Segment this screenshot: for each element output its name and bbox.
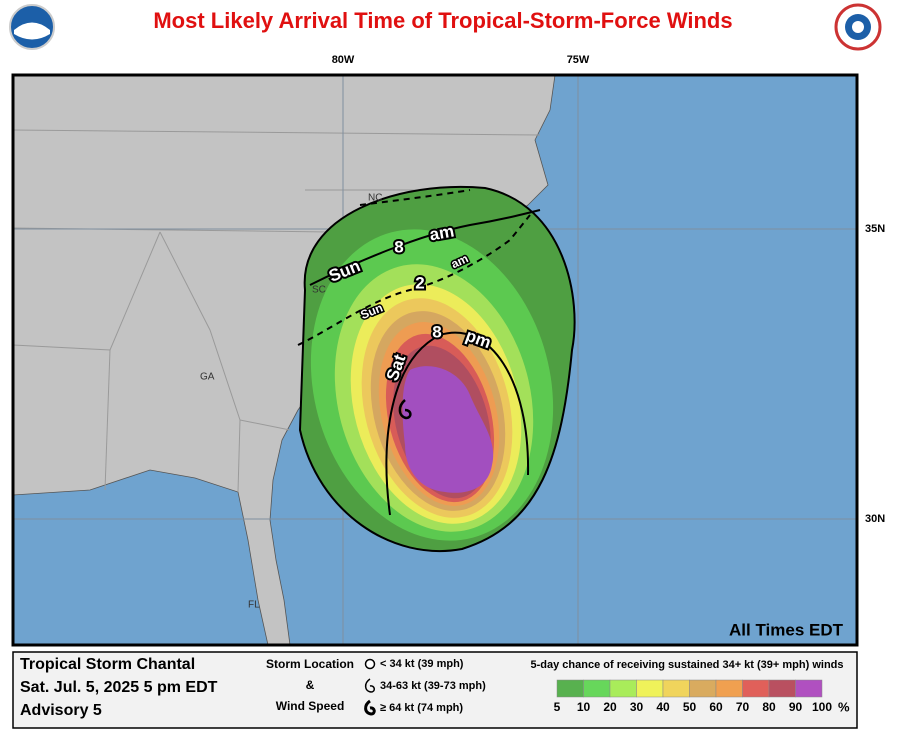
note: All Times EDT [729,620,844,639]
map [11,73,859,647]
time-label: 8 [394,237,403,256]
scale-swatch [556,679,584,698]
state-label: SC [312,285,326,296]
scale-label: 90 [789,700,803,714]
storm-name: Tropical Storm Chantal [20,656,195,673]
scale-swatch [662,679,690,698]
scale-label: 5 [554,700,561,714]
key-icon [364,699,376,716]
key-title: Storm Location [266,657,354,671]
scale-swatch [636,679,664,698]
lon-label: 80W [332,54,355,66]
storm-icon [398,399,412,420]
advisory: Advisory 5 [20,702,102,719]
scale-swatch [583,679,611,698]
lat-label: 35N [865,223,885,235]
scale-swatch [715,679,743,698]
noaa-logo [9,4,55,50]
scale-label: 70 [736,700,750,714]
storm-time: Sat. Jul. 5, 2025 5 pm EDT [20,679,218,696]
state-label: FL [248,600,260,611]
key-item: ≥ 64 kt (74 mph) [380,702,463,714]
scale-label: 10 [577,700,591,714]
lat-label: 30N [865,513,885,525]
key-item: < 34 kt (39 mph) [380,658,464,670]
scale-label: 50 [683,700,697,714]
scale-title: 5-day chance of receiving sustained 34+ … [531,659,844,671]
time-label: am [449,251,471,271]
key-icon [364,658,376,670]
key-title: Wind Speed [276,699,345,713]
scale-label: 40 [656,700,670,714]
time-label: 2 [415,273,424,292]
nws-logo [834,3,882,51]
scale-label: 80 [762,700,776,714]
lon-label: 75W [567,54,590,66]
key-icon [364,678,375,693]
scale-label: 20 [603,700,617,714]
scale-label: 30 [630,700,644,714]
scale-label: 60 [709,700,723,714]
scale-swatch [689,679,717,698]
state-label: NC [368,193,382,204]
key-title: & [306,678,315,692]
scale-swatch [768,679,796,698]
state-label: GA [200,372,215,383]
key-item: 34-63 kt (39-73 mph) [380,680,486,692]
title: Most Likely Arrival Time of Tropical-Sto… [153,8,732,33]
time-label: 8 [432,322,441,341]
scale-swatch [742,679,770,698]
scale: 5 10 20 30 40 50 60 70 80 90 100 [554,679,832,714]
scale-swatch [609,679,637,698]
scale-unit: % [838,699,850,714]
scale-label: 100 [812,700,832,714]
scale-swatch [795,679,823,698]
